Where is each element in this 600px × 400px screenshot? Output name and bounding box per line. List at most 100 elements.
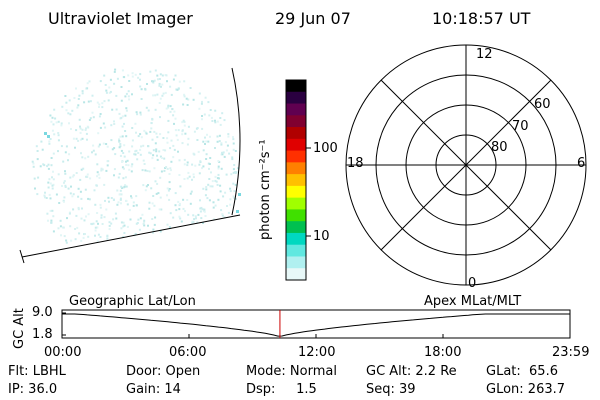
uv-speckle (61, 105, 64, 108)
uv-speckle (100, 214, 103, 217)
uv-speckle (143, 163, 146, 165)
uv-speckle (142, 159, 145, 162)
uv-speckle (108, 91, 111, 94)
uv-speckle (72, 174, 75, 177)
uv-speckle (122, 177, 125, 180)
uv-speckle (193, 130, 196, 133)
uv-speckle (209, 109, 212, 111)
uv-speckle (52, 230, 55, 233)
uv-speckle (144, 189, 147, 192)
uv-speckle (146, 83, 148, 85)
uv-speckle (122, 167, 125, 170)
uv-speckle (96, 171, 99, 174)
uv-speckle (174, 204, 177, 207)
uv-speckle (144, 87, 147, 90)
uv-speckle (221, 214, 224, 217)
uv-speckle (196, 139, 199, 141)
uv-speckle (119, 197, 122, 200)
uv-speckle (111, 108, 114, 111)
uv-speckle (101, 168, 104, 171)
uv-speckle (79, 127, 82, 130)
uv-speckle (47, 219, 49, 222)
uv-speckle (126, 203, 129, 206)
colorbar-band (286, 221, 306, 234)
uv-speckle (165, 107, 168, 110)
uv-speckle (148, 151, 151, 154)
uv-speckle (173, 148, 176, 151)
uv-speckle (146, 170, 149, 172)
uv-speckle (123, 144, 126, 147)
uv-speckle (105, 89, 108, 92)
uv-speckle (227, 211, 230, 214)
info-ip: IP: 36.0 (8, 382, 58, 397)
uv-speckle (64, 186, 67, 188)
uv-speckle (154, 180, 157, 183)
uv-speckle (206, 197, 209, 200)
colorbar-band (286, 256, 306, 269)
uv-speckle (222, 195, 225, 198)
uv-speckle (72, 193, 75, 196)
uv-speckle (79, 190, 82, 193)
uv-speckle (120, 227, 123, 230)
uv-speckle (128, 209, 131, 212)
uv-speckle (166, 137, 169, 140)
uv-speckle (184, 210, 186, 213)
uv-speckle (98, 115, 101, 118)
colorbar-band (286, 209, 306, 222)
uv-speckle (208, 163, 211, 165)
uv-speckle (125, 109, 128, 112)
uv-speckle (214, 121, 217, 124)
uv-speckle (164, 149, 167, 152)
uv-speckle (113, 82, 116, 85)
colorbar-unit-label: photon cm⁻²s⁻¹ (258, 139, 273, 240)
uv-bright-speckle (47, 135, 50, 138)
uv-speckle (139, 111, 142, 114)
uv-speckle (81, 156, 84, 159)
uv-speckle (210, 171, 212, 174)
uv-speckle (73, 97, 76, 99)
uv-speckle (34, 187, 36, 190)
uv-speckle (169, 147, 172, 150)
uv-speckle (221, 213, 224, 216)
uv-speckle (143, 221, 146, 224)
uv-speckle (193, 218, 196, 221)
uv-speckle (201, 115, 203, 117)
uv-speckle (84, 188, 87, 191)
uv-speckle (74, 146, 76, 149)
uv-speckle (170, 160, 173, 163)
uv-speckle (177, 200, 180, 203)
uv-speckle (216, 120, 219, 123)
uv-speckle (43, 164, 46, 167)
uv-speckle (130, 195, 132, 198)
uv-speckle (32, 165, 35, 168)
colorbar-band (286, 138, 306, 152)
uv-speckle (110, 124, 113, 127)
uv-speckle (60, 122, 63, 125)
uv-speckle (158, 84, 161, 87)
uv-speckle (168, 181, 171, 184)
uv-speckle (57, 134, 60, 137)
uv-speckle (196, 127, 199, 130)
uv-speckle (200, 206, 203, 209)
uv-speckle (167, 104, 170, 107)
uv-speckle (144, 131, 147, 134)
colorbar-band (286, 150, 306, 163)
uv-speckle (135, 131, 137, 134)
uv-speckle (64, 151, 67, 154)
uv-speckle (214, 204, 217, 207)
uv-speckle (77, 208, 80, 211)
uv-speckle (207, 101, 210, 104)
uv-speckle (159, 176, 162, 179)
uv-speckle (120, 149, 123, 152)
uv-speckle (120, 99, 123, 102)
uv-speckle (76, 226, 79, 229)
uv-speckle (140, 145, 143, 148)
uv-speckle (178, 208, 181, 211)
uv-speckle (161, 94, 164, 97)
uv-speckle (204, 194, 207, 197)
uv-speckle (134, 150, 137, 153)
uv-speckle (214, 175, 217, 178)
uv-speckle (169, 85, 172, 88)
uv-speckle (152, 228, 155, 231)
uv-speckle (162, 149, 165, 151)
